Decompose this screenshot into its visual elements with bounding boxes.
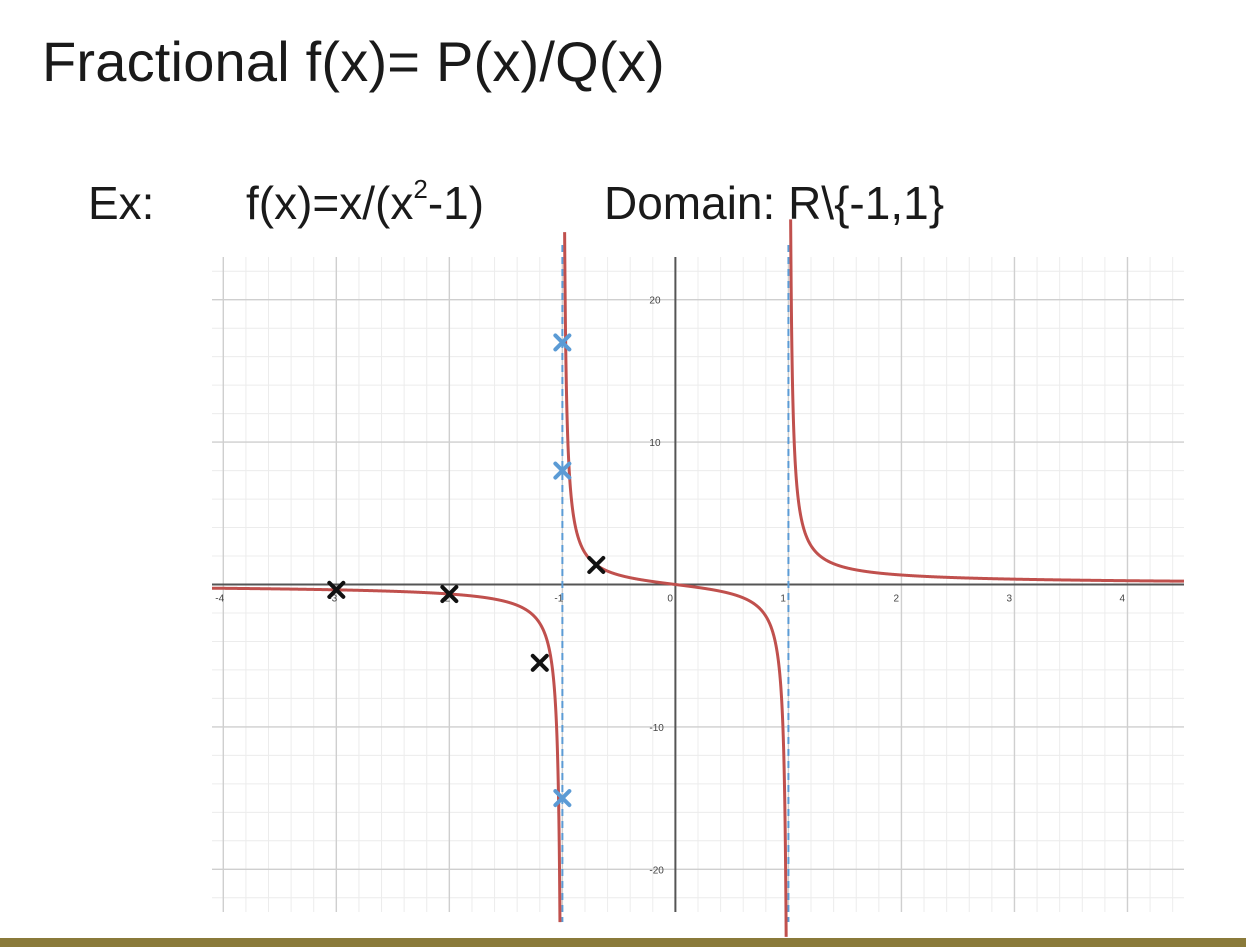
black-x-marker (530, 653, 549, 672)
x-tick-label: 2 (893, 594, 899, 605)
example-formula: f(x)=x/(x2-1) (246, 176, 485, 229)
black-x-marker-stroke (440, 585, 459, 604)
y-tick-label: -20 (649, 865, 664, 876)
formula-tail: -1) (427, 177, 485, 229)
black-x-marker-stroke (587, 555, 606, 574)
x-tick-label: -3 (328, 594, 337, 605)
blue-x-marker-stroke (553, 461, 572, 480)
y-tick-label: -10 (649, 723, 664, 734)
formula-exponent: 2 (413, 174, 428, 204)
y-tick-label: 20 (649, 296, 661, 307)
point-markers (327, 333, 606, 808)
black-x-marker (587, 555, 606, 574)
blue-x-marker-stroke (553, 333, 572, 352)
function-curve-branch (210, 586, 562, 923)
bottom-rule (0, 938, 1246, 947)
asymptote-lines (561, 245, 790, 922)
x-tick-label: 1 (780, 594, 786, 605)
x-tick-label: -4 (215, 594, 224, 605)
x-tick-label: 0 (667, 594, 673, 605)
blue-x-marker-stroke (553, 789, 572, 808)
y-tick-label: 10 (649, 438, 661, 449)
black-x-marker-stroke (530, 653, 549, 672)
domain-text: Domain: R\{-1,1} (604, 177, 945, 229)
blue-x-marker (553, 789, 572, 808)
blue-x-marker (553, 461, 572, 480)
x-tick-label: 3 (1006, 594, 1012, 605)
black-x-marker (440, 585, 459, 604)
formula-base: f(x)=x/(x (246, 177, 414, 229)
black-x-marker (327, 580, 346, 599)
slide-title: Fractional f(x)= P(x)/Q(x) (42, 30, 665, 93)
example-label: Ex: (88, 177, 155, 229)
black-x-marker-stroke (327, 580, 346, 599)
blue-x-marker (553, 333, 572, 352)
x-tick-label: 4 (1119, 594, 1125, 605)
x-tick-label: -1 (554, 594, 563, 605)
function-curve-branch (789, 219, 1186, 583)
